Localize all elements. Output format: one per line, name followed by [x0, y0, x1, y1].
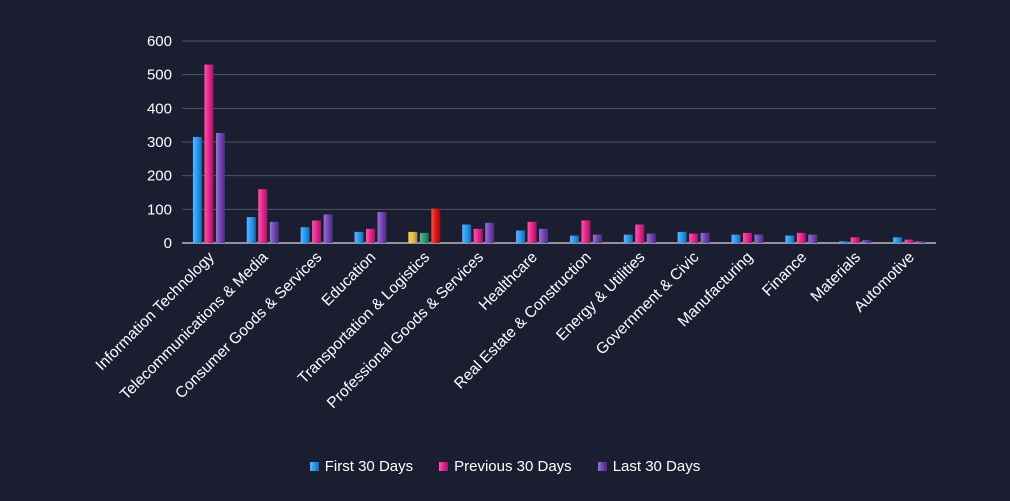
legend: First 30 Days Previous 30 Days Last 30 D… — [0, 458, 1010, 475]
bar-professional-goods-and-services-previous-30-days — [473, 228, 483, 243]
bar-transportation-and-logistics-first-30-days — [408, 231, 418, 243]
bar-healthcare-previous-30-days — [527, 221, 537, 243]
bar-finance-first-30-days — [785, 235, 795, 243]
bar-materials-first-30-days — [839, 241, 849, 243]
bar-transportation-and-logistics-last-30-days — [431, 208, 441, 243]
bar-healthcare-first-30-days — [516, 230, 526, 243]
legend-swatch-first — [309, 462, 319, 471]
legend-swatch-last — [597, 462, 607, 471]
legend-item-last-30-days: Last 30 Days — [597, 458, 701, 475]
legend-item-previous-30-days: Previous 30 Days — [439, 458, 572, 475]
bar-automotive-previous-30-days — [904, 239, 914, 243]
x-label-materials: Materials — [808, 249, 865, 306]
bar-real-estate-and-construction-last-30-days — [592, 234, 602, 243]
x-label-government-and-civic: Government & Civic — [593, 249, 703, 359]
bar-government-and-civic-last-30-days — [700, 232, 710, 243]
y-tick-label-500: 500 — [147, 67, 172, 84]
bar-education-previous-30-days — [366, 228, 375, 243]
bar-consumer-goods-and-services-last-30-days — [323, 214, 333, 243]
legend-label-last: Last 30 Days — [612, 458, 701, 475]
bar-manufacturing-previous-30-days — [743, 232, 752, 243]
y-tick-label-300: 300 — [147, 134, 172, 151]
y-axis-ticks: 0 100 200 300 400 500 600 — [147, 33, 172, 252]
bar-education-first-30-days — [354, 231, 364, 243]
gridlines — [182, 40, 936, 244]
bar-education-last-30-days — [377, 212, 387, 243]
legend-label-first: First 30 Days — [324, 458, 414, 475]
bar-manufacturing-last-30-days — [754, 234, 764, 243]
bar-automotive-first-30-days — [893, 237, 903, 243]
bar-automotive-last-30-days — [916, 241, 926, 243]
bar-healthcare-last-30-days — [539, 228, 549, 243]
bar-professional-goods-and-services-first-30-days — [462, 224, 472, 243]
x-axis-labels: Information TechnologyTelecommunications… — [93, 249, 918, 412]
bar-information-technology-previous-30-days — [204, 64, 214, 243]
y-tick-label-0: 0 — [164, 235, 172, 252]
bar-materials-last-30-days — [862, 240, 872, 243]
bars — [192, 64, 926, 243]
bar-government-and-civic-first-30-days — [677, 231, 687, 243]
bar-information-technology-first-30-days — [192, 136, 202, 243]
bar-government-and-civic-previous-30-days — [689, 233, 699, 243]
bar-telecommunications-and-media-first-30-days — [246, 217, 256, 243]
bar-consumer-goods-and-services-first-30-days — [300, 227, 310, 243]
bar-finance-previous-30-days — [796, 232, 806, 243]
legend-swatch-previous — [439, 462, 449, 471]
bar-energy-and-utilities-first-30-days — [623, 234, 633, 243]
bar-real-estate-and-construction-previous-30-days — [581, 220, 591, 243]
y-tick-label-100: 100 — [147, 201, 172, 218]
bar-telecommunications-and-media-previous-30-days — [258, 189, 268, 243]
bar-energy-and-utilities-previous-30-days — [635, 224, 645, 243]
legend-item-first-30-days: First 30 Days — [309, 458, 414, 475]
bar-telecommunications-and-media-last-30-days — [269, 221, 279, 243]
y-tick-label-200: 200 — [147, 168, 172, 185]
bar-transportation-and-logistics-previous-30-days — [419, 232, 429, 243]
x-label-finance: Finance — [759, 249, 810, 300]
bar-professional-goods-and-services-last-30-days — [485, 222, 495, 243]
bar-manufacturing-first-30-days — [731, 234, 741, 243]
bar-materials-previous-30-days — [850, 237, 860, 243]
bar-information-technology-last-30-days — [215, 132, 225, 243]
legend-label-previous: Previous 30 Days — [454, 458, 572, 475]
bar-energy-and-utilities-last-30-days — [646, 233, 656, 243]
bar-real-estate-and-construction-first-30-days — [569, 235, 579, 243]
y-tick-label-400: 400 — [147, 100, 172, 117]
y-tick-label-600: 600 — [147, 33, 172, 50]
bar-finance-last-30-days — [808, 234, 818, 243]
bar-consumer-goods-and-services-previous-30-days — [312, 220, 322, 243]
